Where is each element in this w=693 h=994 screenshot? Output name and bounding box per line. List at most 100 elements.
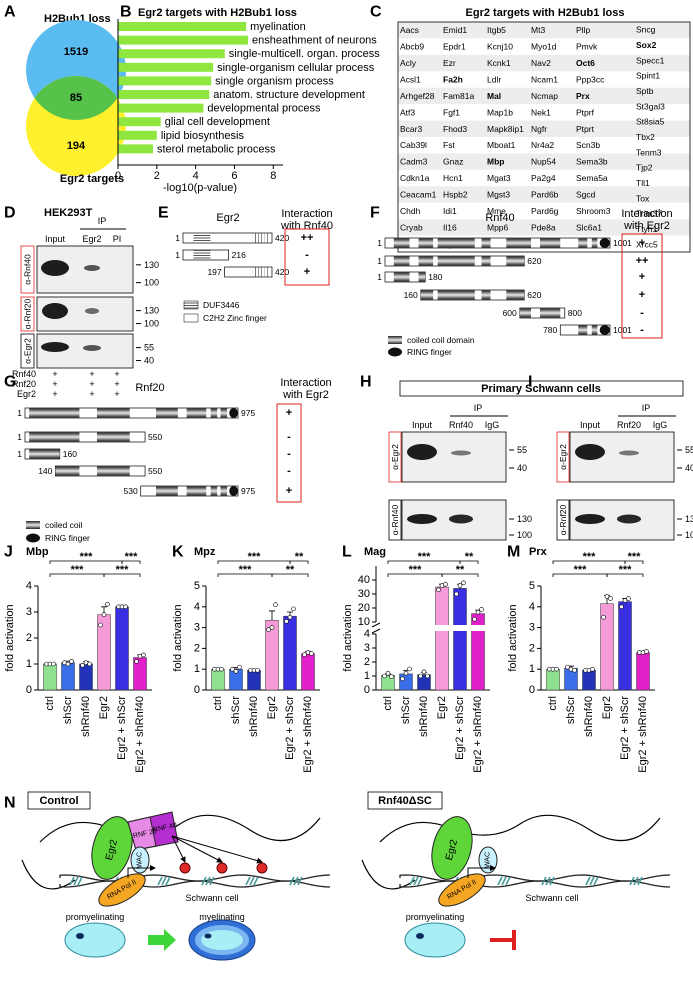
table-cell: Acly xyxy=(400,58,417,68)
domain xyxy=(264,233,268,243)
x-tick-label: shScr xyxy=(565,696,577,724)
domain xyxy=(220,486,228,496)
domain xyxy=(437,256,475,266)
construct-end: 420 xyxy=(275,233,289,243)
dna-base xyxy=(253,876,259,886)
construct-start: 197 xyxy=(207,267,221,277)
cell xyxy=(404,922,466,958)
data-point xyxy=(269,625,275,630)
bar xyxy=(43,663,57,691)
antibody-box xyxy=(20,333,35,369)
antibody-label: α-Egr2 xyxy=(23,338,33,364)
dna-base xyxy=(589,876,595,886)
x-tick-label: ctrl xyxy=(382,696,394,711)
polii-shape xyxy=(98,873,146,907)
x-tick-label: shRnf40 xyxy=(418,696,430,737)
x-tick-label: Egr2 + shScr xyxy=(284,696,296,760)
row-label: Rnf20 xyxy=(12,379,36,389)
table-cell: Myo1d xyxy=(531,42,557,52)
construct-start: 140 xyxy=(38,466,52,476)
table-cell: Ngfr xyxy=(531,124,547,134)
data-point xyxy=(266,627,271,632)
panel-title: Egr2 targets with H2Bub1 loss xyxy=(466,7,625,19)
antibody-box xyxy=(556,499,570,541)
protein-label: Egr2 xyxy=(444,838,460,862)
marker-label: 40 xyxy=(517,463,527,473)
bar xyxy=(118,90,210,99)
significance-bracket xyxy=(271,573,309,577)
bar xyxy=(283,615,297,691)
significance-label: *** xyxy=(239,564,253,576)
construct-start: 1 xyxy=(175,233,180,243)
construct-end: 620 xyxy=(527,290,541,300)
y-axis-label: fold activation xyxy=(342,604,354,671)
table-cell: Fam81a xyxy=(443,91,474,101)
cell xyxy=(64,922,126,958)
sign: + xyxy=(89,369,94,379)
rnf-complex xyxy=(127,816,157,851)
construct-start: 1 xyxy=(377,272,382,282)
x-tick-label: Egr2 xyxy=(266,696,278,719)
x-tick-label: ctrl xyxy=(44,696,56,711)
dna-base xyxy=(629,876,635,886)
y-tick-label: 40 xyxy=(358,574,370,586)
panel-letter: G xyxy=(4,374,16,391)
significance-label: ** xyxy=(465,551,474,563)
table-cell: Cadm3 xyxy=(400,157,428,167)
x-tick-label: ctrl xyxy=(212,696,224,711)
data-point xyxy=(51,661,56,667)
table-cell: Tll1 xyxy=(636,178,650,188)
domain xyxy=(220,408,228,418)
legend-swatch xyxy=(183,300,199,310)
y-tick-label: 2 xyxy=(194,642,200,654)
state-label: promyelinating xyxy=(406,912,465,922)
table-cell: Map1b xyxy=(487,107,513,117)
marker-label: 55 xyxy=(685,445,693,455)
blot-band xyxy=(41,342,69,352)
venn-count: 1519 xyxy=(64,46,88,58)
bar xyxy=(453,588,467,691)
data-point xyxy=(385,670,391,676)
interaction-result: - xyxy=(287,465,291,477)
panel-letter: J xyxy=(4,544,13,561)
table-cell: Prx xyxy=(576,91,590,101)
dna-base xyxy=(205,876,211,886)
construct-start: 1 xyxy=(175,250,180,260)
protein-label: RNF 20 xyxy=(132,828,157,840)
wac-shape xyxy=(130,846,150,874)
table-cell: Scn3b xyxy=(576,140,600,150)
dna-base xyxy=(409,876,415,886)
data-point xyxy=(425,673,430,679)
table-cell: Ptprf xyxy=(576,107,595,117)
sign: + xyxy=(114,369,119,379)
interaction-result: - xyxy=(287,448,291,460)
data-point xyxy=(400,676,405,682)
dna-base xyxy=(161,876,167,886)
lane-label: IgG xyxy=(485,420,500,430)
data-point xyxy=(472,616,477,622)
x-tick-label: 6 xyxy=(231,170,237,182)
venn-count: 194 xyxy=(67,140,86,152)
bar xyxy=(582,669,596,691)
data-point xyxy=(291,606,296,612)
sign: + xyxy=(114,379,119,389)
data-point xyxy=(80,662,85,668)
bar xyxy=(247,669,261,691)
cell-label: Schwann cell xyxy=(185,893,238,903)
domain xyxy=(393,238,410,248)
significance-label: *** xyxy=(248,551,262,563)
chart-title: Mbp xyxy=(26,546,49,558)
bar xyxy=(118,117,161,127)
domain xyxy=(481,290,491,300)
table-cell: Pard6g xyxy=(531,206,559,216)
table-cell: Epdr1 xyxy=(443,42,466,52)
dna-base xyxy=(593,876,599,886)
significance-bracket xyxy=(624,560,644,564)
x-tick-label: Egr2 + shScr xyxy=(619,696,631,760)
bar xyxy=(435,586,449,691)
data-point xyxy=(619,604,624,610)
interaction-result: + xyxy=(286,407,292,419)
construct-end: 1001 xyxy=(613,238,632,248)
marker-label: 100 xyxy=(144,278,159,288)
